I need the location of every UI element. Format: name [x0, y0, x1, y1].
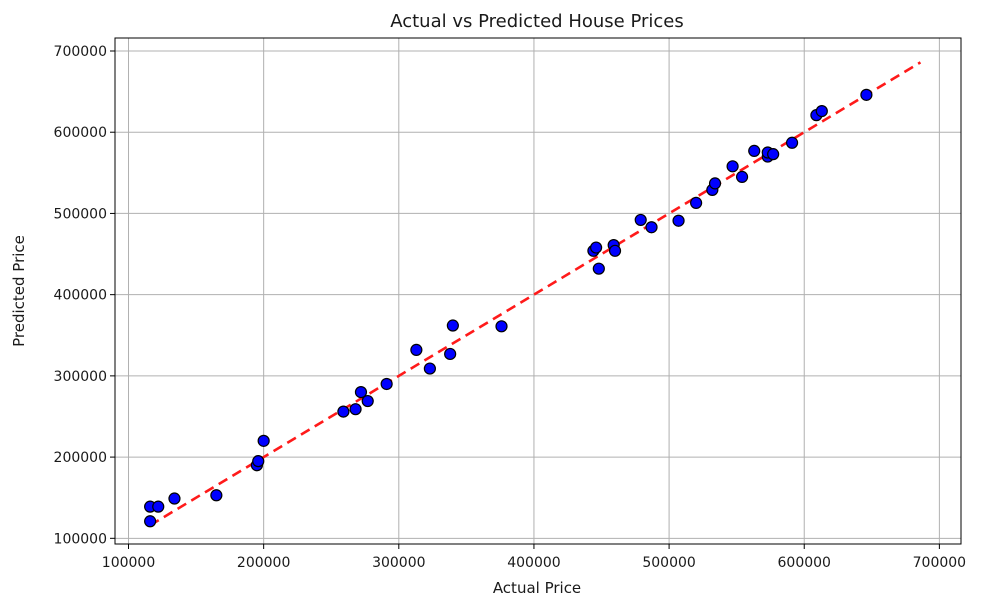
y-tick-label: 500000: [54, 206, 107, 222]
chart-title: Actual vs Predicted House Prices: [390, 11, 684, 32]
reference-line: [149, 61, 922, 527]
data-point: [410, 343, 423, 356]
data-point: [735, 170, 749, 183]
data-point: [423, 362, 436, 375]
data-point: [592, 262, 605, 275]
data-point: [349, 403, 362, 416]
data-point: [446, 319, 459, 332]
y-tick-label: 700000: [54, 44, 107, 60]
data-point: [590, 241, 603, 254]
data-point: [495, 320, 508, 333]
y-tick-label: 200000: [54, 450, 107, 466]
data-point: [210, 489, 223, 502]
x-tick-label: 500000: [642, 555, 695, 571]
data-point: [361, 394, 374, 408]
y-axis-ticks: 100000 200000 300000 400000 500000 600000 7000…: [54, 44, 115, 547]
data-point: [608, 244, 622, 257]
data-point: [645, 221, 658, 234]
y-tick-label: 600000: [54, 125, 107, 141]
x-tick-label: 100000: [102, 555, 155, 571]
data-point: [380, 377, 393, 391]
points-layer: [144, 88, 873, 528]
y-tick-label: 100000: [54, 531, 107, 547]
x-axis-ticks: 100000 200000 300000 400000 500000 600000 7000…: [102, 544, 966, 571]
data-point: [767, 148, 780, 161]
data-point: [168, 492, 181, 505]
data-point: [144, 515, 157, 528]
y-tick-label: 300000: [54, 369, 107, 385]
plot-frame: [114, 37, 962, 545]
data-point: [726, 160, 739, 173]
reference-line-layer: [149, 61, 922, 527]
data-point: [708, 177, 722, 190]
data-point: [815, 104, 828, 118]
x-tick-label: 600000: [778, 555, 831, 571]
y-tick-label: 400000: [54, 288, 107, 304]
data-point: [672, 214, 685, 227]
data-point: [690, 196, 703, 209]
x-axis-label: Actual Price: [493, 579, 581, 597]
grid: [115, 38, 961, 544]
data-point: [337, 405, 350, 418]
x-tick-label: 200000: [237, 555, 290, 571]
data-point: [257, 434, 270, 447]
data-point: [748, 144, 761, 157]
data-point: [252, 455, 265, 468]
data-point: [785, 136, 799, 149]
y-axis-label: Predicted Price: [10, 235, 28, 347]
x-tick-label: 700000: [913, 555, 966, 571]
data-point: [634, 213, 647, 227]
x-tick-label: 400000: [507, 555, 560, 571]
x-tick-label: 300000: [372, 555, 425, 571]
data-point: [354, 386, 368, 399]
data-point: [444, 347, 457, 361]
data-point: [860, 88, 873, 101]
data-point: [152, 500, 165, 513]
